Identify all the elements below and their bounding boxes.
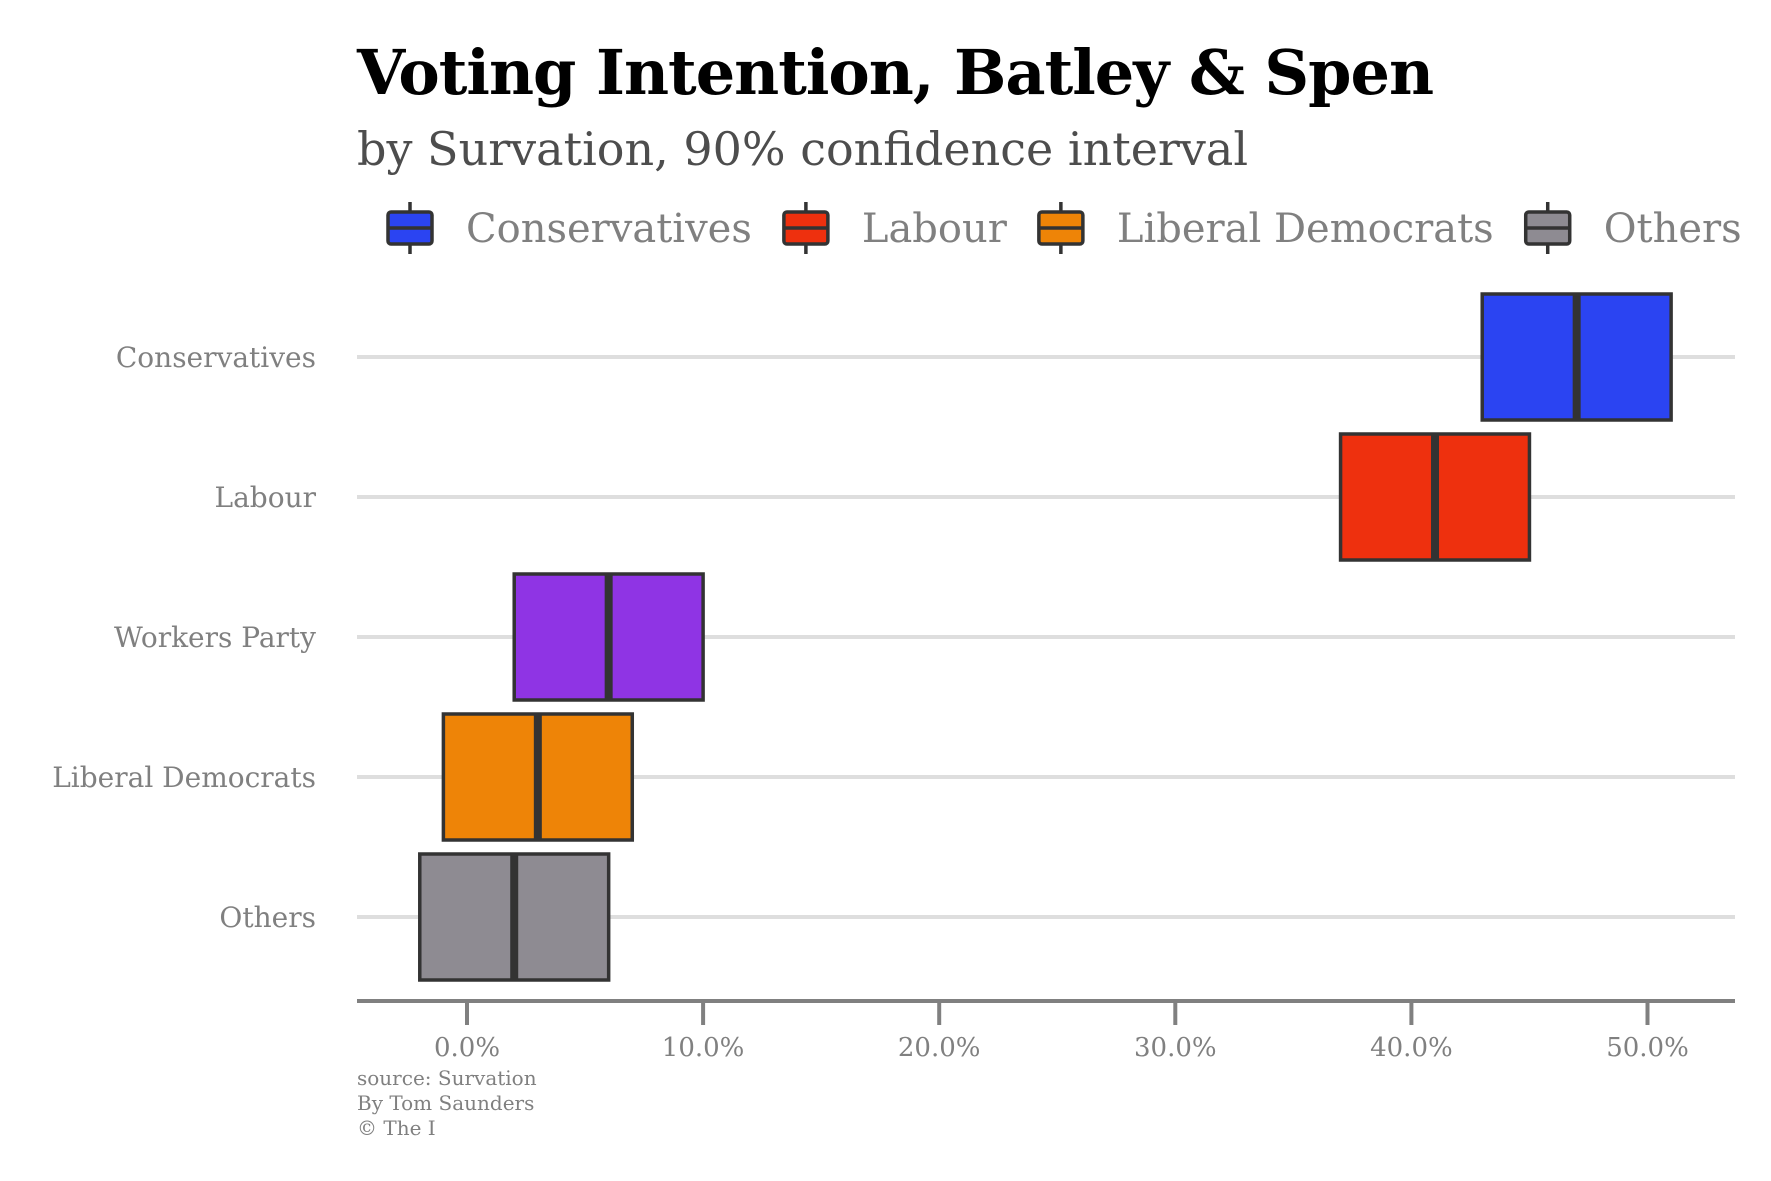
legend-label: Others xyxy=(1604,206,1742,252)
legend-item-labour: Labour xyxy=(782,202,1008,254)
y-axis-labels: Conservatives Labour Workers Party Liberal … xyxy=(52,341,316,934)
legend-label: Conservatives xyxy=(466,206,752,252)
chart-title: Voting Intention, Batley & Spen xyxy=(357,36,1434,109)
caption-author: By Tom Saunders xyxy=(357,1091,535,1115)
y-tick-label: Labour xyxy=(215,481,317,514)
y-tick-label: Conservatives xyxy=(116,341,316,374)
legend-item-liberal-democrats: Liberal Democrats xyxy=(1037,202,1494,254)
x-tick-label: 40.0% xyxy=(1370,1033,1453,1063)
legend-item-conservatives: Conservatives xyxy=(386,202,752,254)
chart-subtitle: by Survation, 90% confidence interval xyxy=(357,122,1249,176)
legend-item-others: Others xyxy=(1523,202,1742,254)
x-tick-label: 0.0% xyxy=(434,1033,500,1063)
chart-legend: Conservatives Labour Liberal Democrats Othe… xyxy=(386,202,1742,254)
x-tick-label: 20.0% xyxy=(898,1033,981,1063)
legend-label: Labour xyxy=(862,206,1008,252)
x-tick-label: 50.0% xyxy=(1606,1033,1689,1063)
y-tick-label: Workers Party xyxy=(114,621,316,654)
chart-boxes xyxy=(418,292,1673,982)
caption-copyright: © The I xyxy=(357,1116,436,1140)
caption-source: source: Survation xyxy=(357,1066,537,1090)
x-tick-label: 30.0% xyxy=(1134,1033,1217,1063)
legend-label: Liberal Democrats xyxy=(1117,206,1494,252)
y-tick-label: Others xyxy=(219,901,316,934)
y-tick-label: Liberal Democrats xyxy=(52,761,316,794)
chart-caption: source: Survation By Tom Saunders © The … xyxy=(357,1066,537,1141)
x-axis: 0.0% 10.0% 20.0% 30.0% 40.0% 50.0% xyxy=(357,999,1735,1063)
x-tick-label: 10.0% xyxy=(662,1033,745,1063)
